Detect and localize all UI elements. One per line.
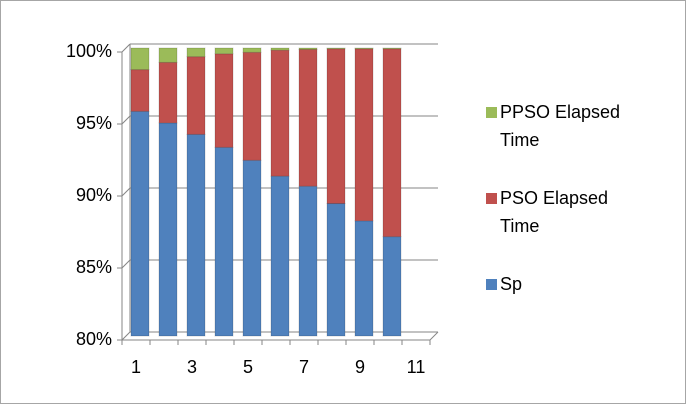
grid-line: [121, 115, 131, 125]
y-tick-label: 100%: [66, 41, 112, 61]
x-tick-label: 9: [355, 357, 365, 377]
bar-segment: [186, 133, 206, 337]
bar-segment: [298, 48, 318, 187]
bar-segment: [130, 69, 150, 112]
bar-segment: [158, 61, 178, 124]
bar-segment: [270, 47, 290, 51]
grid-line: [121, 187, 131, 197]
bar-segment: [382, 236, 402, 337]
bar-segment: [298, 47, 318, 50]
bar-segment: [354, 47, 374, 50]
y-tick-label: 85%: [76, 257, 112, 277]
bar-segment: [382, 47, 402, 50]
legend-label: Sp: [500, 274, 523, 294]
bar-segment: [242, 47, 262, 53]
bar-segment: [186, 47, 206, 58]
x-tick-label: 3: [187, 357, 197, 377]
bar-segment: [242, 159, 262, 337]
x-tick-label: 5: [243, 357, 253, 377]
bar-segment: [354, 220, 374, 337]
bar-segment: [214, 47, 234, 55]
bar-segment: [326, 48, 346, 205]
legend-swatch: [486, 107, 497, 118]
bar-segment: [130, 110, 150, 337]
bar-segment: [214, 53, 234, 148]
bar-segment: [158, 47, 178, 63]
bar-segment: [158, 122, 178, 337]
grid-line: [121, 259, 131, 269]
bar-segment: [382, 48, 402, 238]
x-tick-label: 7: [299, 357, 309, 377]
x-axis-depth: [429, 331, 439, 341]
bar-segment: [214, 146, 234, 337]
legend-label: PPSO Elapsed Time: [500, 102, 621, 150]
y-tick-label: 80%: [76, 329, 112, 349]
bar-segment: [130, 47, 150, 71]
legend-label: PSO Elapsed Time: [500, 188, 609, 236]
grid-line: [121, 43, 131, 53]
bar-segment: [270, 49, 290, 177]
bar-segment: [298, 185, 318, 337]
bar-segment: [242, 51, 262, 161]
grid-line: [121, 331, 131, 341]
x-tick-label: 1: [131, 357, 141, 377]
y-tick-label: 90%: [76, 185, 112, 205]
x-tick-label: 11: [407, 357, 426, 377]
bar-segment: [270, 175, 290, 337]
bar-segment: [326, 47, 346, 50]
bar-segment: [354, 48, 374, 222]
bar-segment: [326, 203, 346, 337]
legend-swatch: [486, 279, 497, 290]
bar-segment: [186, 56, 206, 135]
y-tick-label: 95%: [76, 113, 112, 133]
legend-swatch: [486, 193, 497, 204]
